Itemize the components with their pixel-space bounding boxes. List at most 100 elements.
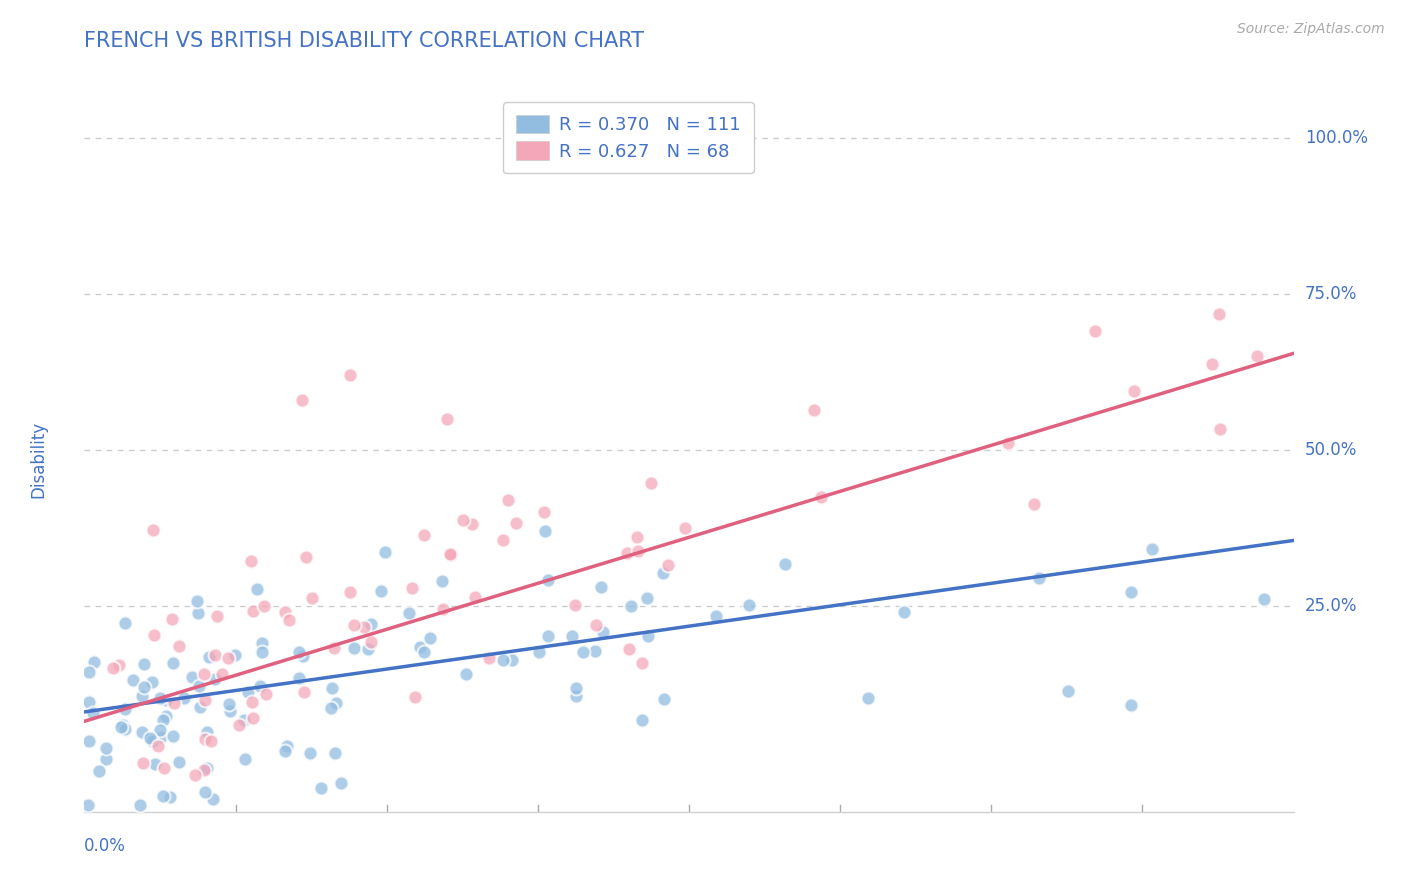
Point	[152, 789, 174, 803]
Point	[616, 546, 638, 560]
Point	[167, 640, 190, 654]
Point	[217, 651, 239, 665]
Point	[810, 490, 832, 504]
Point	[432, 602, 454, 616]
Point	[454, 667, 477, 681]
Point	[236, 685, 259, 699]
Point	[110, 720, 132, 734]
Point	[218, 704, 240, 718]
Point	[564, 599, 586, 613]
Point	[803, 402, 825, 417]
Point	[561, 629, 583, 643]
Text: Disability: Disability	[30, 421, 48, 498]
Point	[187, 606, 209, 620]
Point	[997, 435, 1019, 450]
Point	[195, 725, 218, 739]
Point	[94, 741, 117, 756]
Point	[188, 700, 211, 714]
Point	[1057, 683, 1080, 698]
Point	[132, 756, 155, 771]
Point	[142, 523, 165, 537]
Point	[232, 714, 254, 728]
Point	[132, 657, 155, 671]
Point	[439, 547, 461, 561]
Point	[155, 709, 177, 723]
Point	[288, 645, 311, 659]
Point	[1028, 571, 1050, 585]
Point	[1119, 698, 1142, 713]
Point	[357, 642, 380, 657]
Point	[77, 734, 100, 748]
Point	[322, 640, 344, 655]
Point	[617, 642, 640, 657]
Point	[254, 687, 277, 701]
Point	[309, 780, 332, 795]
Point	[637, 629, 659, 643]
Point	[501, 653, 523, 667]
Point	[464, 590, 486, 604]
Point	[673, 521, 696, 535]
Point	[211, 666, 233, 681]
Point	[131, 725, 153, 739]
Point	[167, 755, 190, 769]
Point	[173, 691, 195, 706]
Point	[1246, 350, 1268, 364]
Point	[636, 591, 658, 605]
Point	[413, 528, 436, 542]
Point	[143, 628, 166, 642]
Legend: R = 0.370   N = 111, R = 0.627   N = 68: R = 0.370 N = 111, R = 0.627 N = 68	[503, 102, 754, 173]
Point	[652, 566, 675, 580]
Point	[370, 584, 392, 599]
Point	[491, 533, 513, 547]
Point	[253, 599, 276, 613]
Point	[451, 513, 474, 527]
Point	[202, 792, 225, 806]
Point	[143, 733, 166, 747]
Point	[630, 657, 652, 671]
Text: Source: ZipAtlas.com: Source: ZipAtlas.com	[1237, 22, 1385, 37]
Point	[419, 632, 441, 646]
Point	[194, 731, 217, 746]
Point	[412, 645, 434, 659]
Point	[295, 550, 318, 565]
Point	[329, 776, 352, 790]
Point	[228, 718, 250, 732]
Point	[893, 605, 915, 619]
Point	[339, 368, 361, 383]
Point	[374, 545, 396, 559]
Point	[640, 476, 662, 491]
Point	[141, 675, 163, 690]
Point	[194, 692, 217, 706]
Point	[197, 650, 219, 665]
Point	[652, 691, 675, 706]
Point	[491, 653, 513, 667]
Point	[408, 640, 430, 655]
Point	[321, 681, 343, 695]
Point	[339, 585, 361, 599]
Point	[141, 734, 163, 748]
Text: 50.0%: 50.0%	[1305, 441, 1357, 459]
Point	[1122, 384, 1144, 398]
Point	[401, 581, 423, 595]
Point	[186, 594, 208, 608]
Point	[1201, 357, 1223, 371]
Point	[627, 544, 650, 558]
Point	[583, 644, 606, 658]
Point	[325, 747, 347, 761]
Point	[478, 650, 501, 665]
Point	[398, 606, 420, 620]
Point	[82, 706, 104, 720]
Point	[194, 785, 217, 799]
Point	[440, 548, 463, 562]
Point	[527, 645, 550, 659]
Point	[274, 743, 297, 757]
Point	[321, 701, 343, 715]
Text: 100.0%: 100.0%	[1305, 129, 1368, 147]
Point	[620, 599, 643, 613]
Point	[242, 604, 264, 618]
Point	[218, 697, 240, 711]
Point	[146, 739, 169, 753]
Point	[572, 645, 595, 659]
Point	[343, 641, 366, 656]
Point	[353, 620, 375, 634]
